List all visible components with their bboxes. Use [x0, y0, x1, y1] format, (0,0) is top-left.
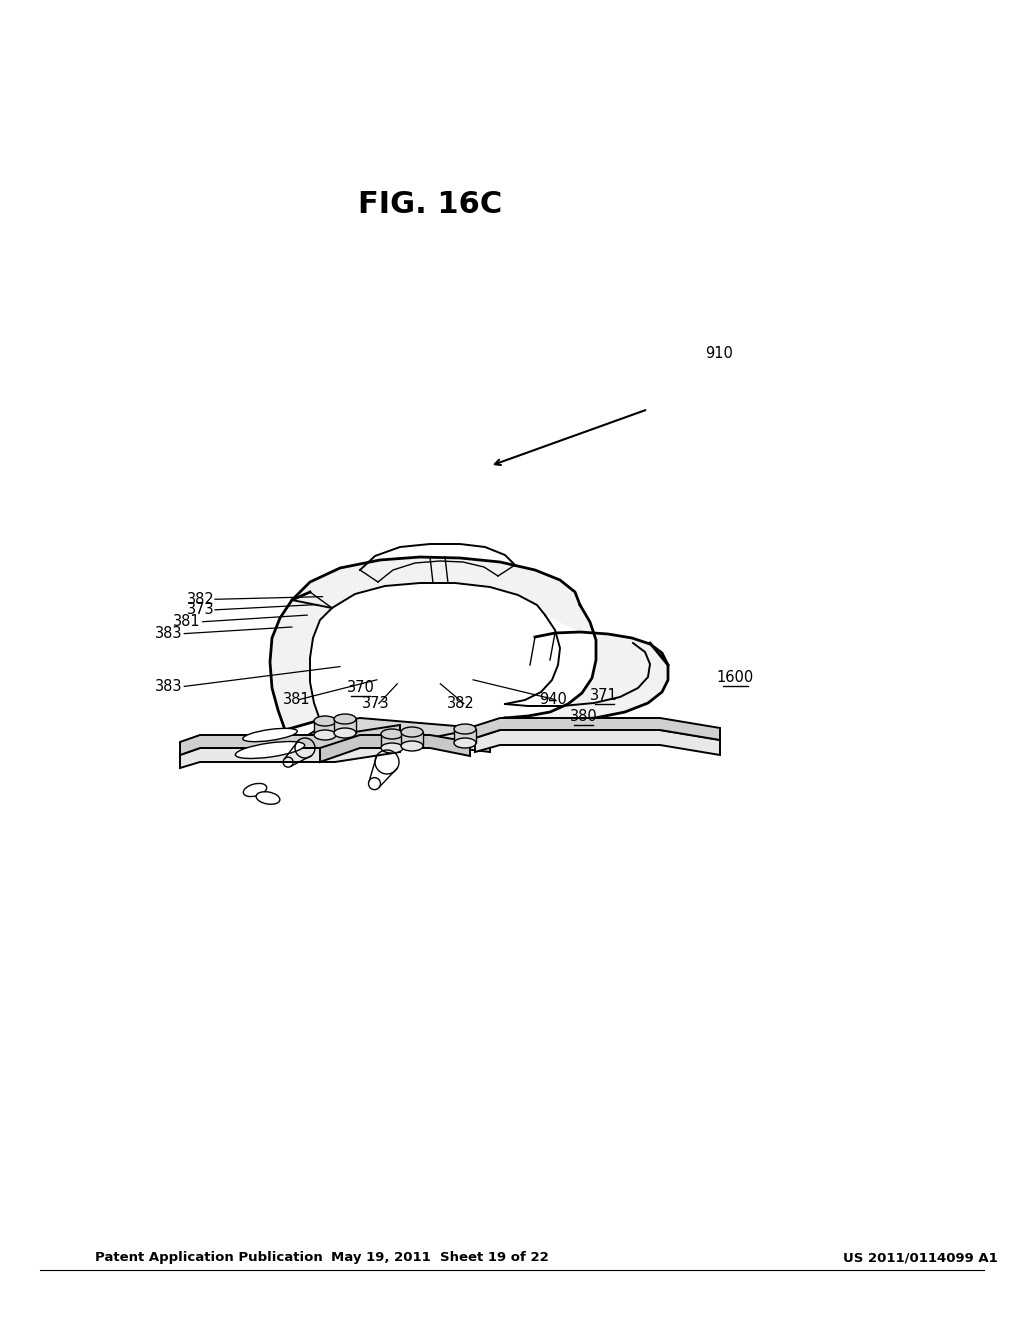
Polygon shape: [334, 719, 356, 733]
Text: 373: 373: [362, 696, 389, 711]
Text: 381: 381: [284, 692, 310, 708]
Polygon shape: [315, 718, 480, 738]
Polygon shape: [475, 718, 720, 741]
Text: 382: 382: [187, 591, 215, 607]
Text: 380: 380: [569, 709, 598, 725]
Text: 373: 373: [187, 602, 215, 618]
Ellipse shape: [401, 741, 423, 751]
Polygon shape: [180, 725, 400, 755]
Polygon shape: [381, 734, 403, 748]
Text: 382: 382: [446, 696, 475, 711]
Polygon shape: [454, 729, 476, 743]
Text: 940: 940: [539, 692, 567, 708]
Text: Patent Application Publication: Patent Application Publication: [95, 1251, 323, 1265]
Text: 381: 381: [173, 614, 201, 630]
Text: FIG. 16C: FIG. 16C: [358, 190, 502, 219]
Ellipse shape: [381, 743, 403, 752]
Ellipse shape: [236, 742, 305, 759]
Polygon shape: [401, 733, 423, 746]
Polygon shape: [314, 721, 336, 735]
Ellipse shape: [314, 715, 336, 726]
Polygon shape: [319, 735, 470, 762]
Ellipse shape: [314, 730, 336, 741]
Polygon shape: [475, 730, 720, 755]
Ellipse shape: [244, 784, 266, 796]
Ellipse shape: [256, 792, 280, 804]
Polygon shape: [270, 557, 668, 730]
Ellipse shape: [401, 727, 423, 737]
Text: 371: 371: [590, 688, 618, 704]
Text: 1600: 1600: [717, 669, 754, 685]
Text: US 2011/0114099 A1: US 2011/0114099 A1: [843, 1251, 997, 1265]
Text: 370: 370: [346, 680, 375, 696]
Ellipse shape: [454, 738, 476, 748]
Text: 383: 383: [155, 678, 182, 694]
Text: May 19, 2011  Sheet 19 of 22: May 19, 2011 Sheet 19 of 22: [331, 1251, 549, 1265]
Ellipse shape: [381, 729, 403, 739]
Ellipse shape: [334, 714, 356, 723]
Text: 383: 383: [155, 626, 182, 642]
Polygon shape: [180, 738, 400, 768]
Ellipse shape: [243, 729, 297, 742]
Ellipse shape: [334, 729, 356, 738]
Ellipse shape: [454, 723, 476, 734]
Polygon shape: [308, 729, 490, 752]
Text: 910: 910: [705, 346, 733, 362]
